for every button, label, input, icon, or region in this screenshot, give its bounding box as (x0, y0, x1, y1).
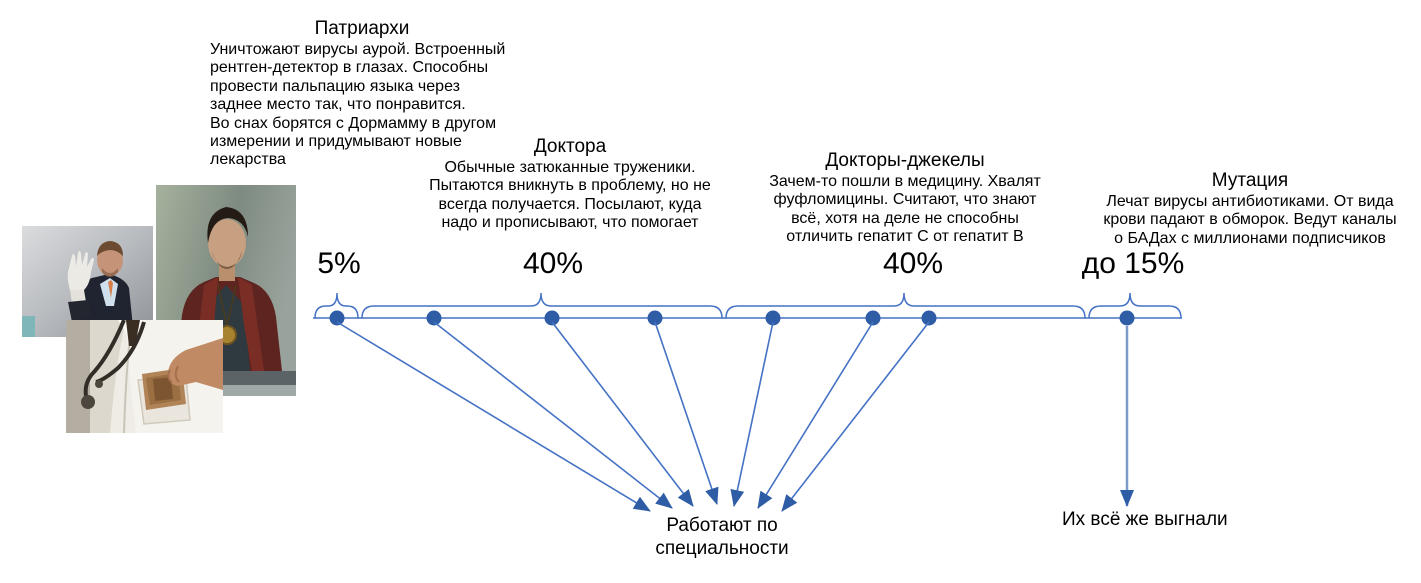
jekyll-doctors-title: Докторы-джекелы (825, 150, 985, 171)
patriarchs-description: Уничтожают вирусы аурой. Встроенный рент… (210, 41, 506, 169)
timeline-dot (647, 310, 663, 326)
bribe-pocket-illustration (66, 320, 223, 433)
timeline-dot (329, 310, 345, 326)
segment-brace-1 (361, 292, 723, 319)
converge-arrow (781, 321, 930, 512)
converge-arrow (730, 321, 774, 507)
percent-label-3: до 15% (1081, 247, 1185, 280)
house-md-photo (22, 226, 153, 337)
percent-label-2: 40% (882, 247, 944, 280)
mutation-description: Лечат вирусы антибиотиками. От вида кров… (1103, 193, 1397, 247)
patriarchs-title: Патриархи (314, 18, 410, 39)
bribe-pocket-photo (66, 320, 223, 433)
doctors-title: Доктора (533, 136, 607, 157)
mutation-title: Мутация (1211, 170, 1289, 191)
group-mutation: Мутация Лечат вирусы антибиотиками. От в… (1092, 170, 1408, 248)
timeline-dot (921, 310, 937, 326)
group-doctors: Доктора Обычные затюканные труженики. Пы… (419, 136, 721, 233)
percent-label-0: 5% (317, 247, 361, 280)
timeline-dot (426, 310, 442, 326)
expelled-caption: Их всё же выгнали (1062, 509, 1228, 530)
timeline-dot (544, 310, 560, 326)
converge-arrow (654, 321, 719, 505)
timeline-dot (865, 310, 881, 326)
segment-brace-2 (725, 292, 1086, 319)
group-jekyll-doctors: Докторы-джекелы Зачем-то пошли в медицин… (752, 150, 1058, 247)
timeline-dot (765, 310, 781, 326)
converge-arrow (757, 321, 874, 509)
doctors-description: Обычные затюканные труженики. Пытаются в… (429, 159, 711, 232)
converge-arrow (551, 321, 694, 507)
segment-brace-3 (1088, 292, 1182, 319)
house-md-illustration (22, 226, 153, 337)
converge-arrow (336, 321, 651, 512)
jekyll-doctors-description: Зачем-то пошли в медицину. Хвалят фуфлом… (769, 173, 1041, 246)
segment-brace-0 (314, 292, 359, 319)
group-patriarchs: Патриархи Уничтожают вирусы аурой. Встро… (210, 18, 514, 170)
work-in-specialty-caption: Работают по специальности (655, 515, 789, 559)
converge-arrow (433, 321, 673, 509)
timeline-dot (1119, 310, 1135, 326)
percent-label-1: 40% (522, 247, 584, 280)
